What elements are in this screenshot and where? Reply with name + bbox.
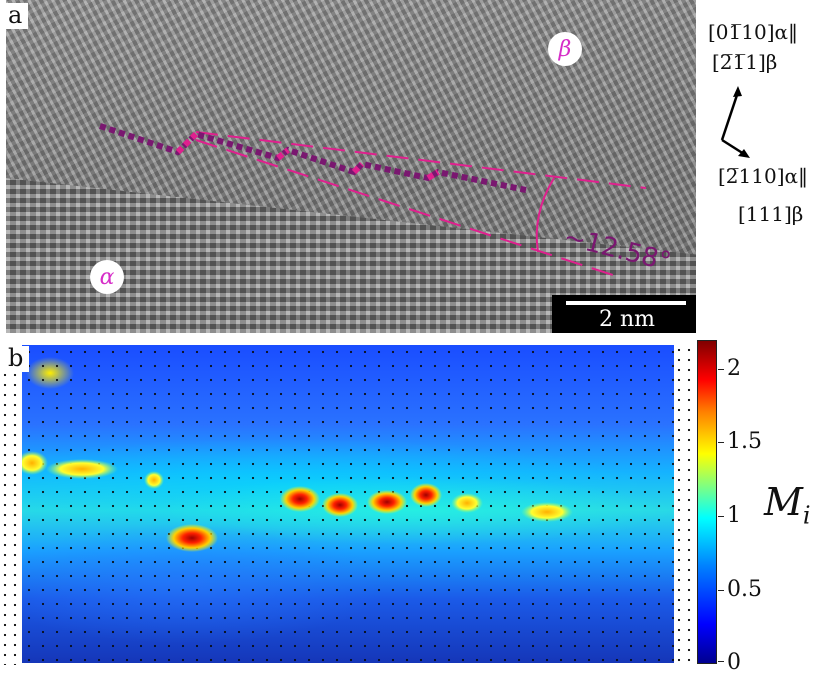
alpha-phase-badge: α	[90, 260, 124, 294]
interface-step	[276, 147, 290, 161]
interface-step	[351, 161, 365, 175]
panel-label-b: b	[4, 346, 30, 372]
heatmap-image	[22, 345, 674, 663]
hotspots	[22, 451, 573, 552]
hotspot	[46, 459, 118, 479]
hotspot	[322, 493, 358, 517]
colorbar-tick	[718, 516, 724, 517]
hotspot	[144, 471, 164, 489]
interface-step	[426, 169, 440, 181]
scale-bar-line	[566, 301, 686, 305]
orientation-bottom-line2: [111]β	[738, 202, 804, 226]
hotspot	[451, 493, 483, 513]
colorbar-tick	[718, 369, 724, 370]
colorbar-tick	[718, 661, 724, 662]
colorbar-title: Mi	[764, 480, 811, 530]
axis-arrow-up	[720, 91, 740, 141]
arrow-head-right-icon	[738, 149, 750, 158]
orientation-axes	[720, 86, 750, 158]
colorbar-tick-label: 1	[727, 503, 741, 528]
colorbar-tick-label: 1.5	[727, 429, 762, 454]
colorbar	[697, 340, 717, 664]
atom-dots-left	[0, 370, 20, 665]
panel-label-a: a	[4, 3, 29, 29]
hotspot	[367, 490, 407, 514]
colorbar-title-sub: i	[802, 501, 811, 530]
interface-trace	[99, 123, 527, 193]
hotspot	[166, 524, 218, 552]
angle-arc	[535, 177, 555, 253]
beta-phase-badge: β	[548, 32, 582, 66]
hotspot	[280, 486, 320, 512]
colorbar-tick-label: 2	[727, 356, 741, 381]
interface-step	[175, 131, 199, 155]
interface-overlay	[99, 123, 647, 277]
orientation-bottom-line1: [2̅110]α‖	[718, 164, 809, 188]
colorbar-tick	[718, 590, 724, 591]
colorbar-tick	[718, 442, 724, 443]
colorbar-tick-label: 0	[727, 650, 741, 675]
orientation-top-line1: [01̅10]α‖	[708, 20, 799, 44]
hotspot	[521, 502, 573, 522]
hotspot	[410, 483, 442, 507]
arrow-head-up-icon	[733, 86, 742, 97]
orientation-top-line2: [2̅1̅1]β	[712, 50, 778, 74]
hotspot	[22, 451, 48, 475]
colorbar-tick-label: 0.5	[727, 577, 762, 602]
axis-arrow-right	[721, 138, 745, 156]
scale-bar: 2 nm	[552, 295, 696, 333]
upper-dashed-line	[195, 131, 647, 189]
lower-dashed-line	[195, 139, 617, 277]
atom-dots-right	[674, 345, 696, 665]
scale-bar-text: 2 nm	[598, 307, 656, 332]
colorbar-title-main: M	[764, 480, 803, 524]
